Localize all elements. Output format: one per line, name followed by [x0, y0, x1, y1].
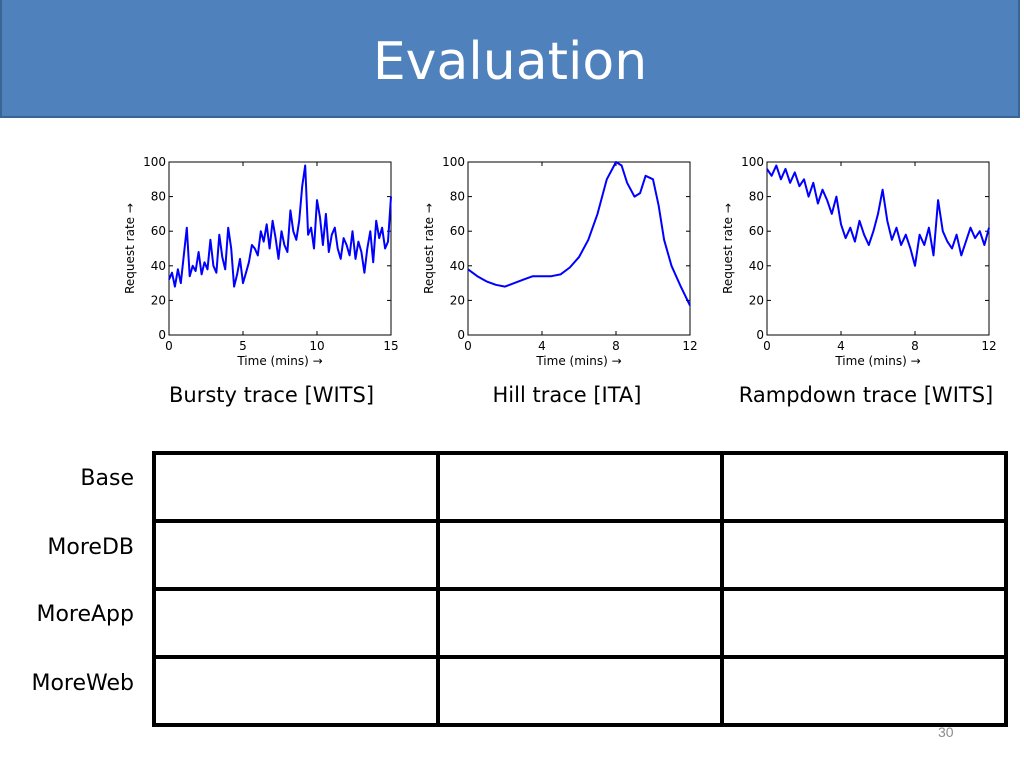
results-grid: [152, 451, 1008, 727]
y-tick-label: 100: [741, 155, 764, 169]
y-tick-label: 60: [450, 224, 465, 238]
chart-svg: 0 20 40 60 80 100 0 4 8 12 Time (mins) → Request ra…: [422, 155, 698, 368]
y-axis-label: Request rate →: [721, 203, 735, 294]
x-tick-label: 12: [682, 339, 697, 353]
hill-trace-chart: 0 20 40 60 80 100 0 4 8 12 Time (mins) → Request ra…: [417, 140, 707, 380]
x-tick-label: 0: [763, 339, 771, 353]
grid-cell: [152, 451, 440, 523]
grid-cell: [436, 519, 724, 591]
grid-cell: [152, 519, 440, 591]
grid-cell: [720, 587, 1008, 659]
slide-title: Evaluation: [372, 32, 648, 92]
y-tick-label: 100: [143, 155, 166, 169]
y-tick-label: 0: [756, 328, 764, 342]
grid-cell: [436, 587, 724, 659]
y-tick-label: 20: [749, 293, 764, 307]
grid-row-moreapp: [152, 587, 1008, 659]
row-label-moreapp: MoreApp: [36, 602, 134, 627]
series-line: [168, 164, 392, 288]
plot-frame: [766, 161, 990, 336]
grid-cell: [436, 451, 724, 523]
series-line: [467, 161, 691, 307]
chart-svg: 0 20 40 60 80 100 0 4 8 12 Time (mins) → Request ra…: [721, 155, 997, 368]
hill-trace-caption: Hill trace [ITA]: [492, 383, 642, 407]
y-tick-label: 60: [749, 224, 764, 238]
x-tick-label: 4: [538, 339, 546, 353]
y-tick-label: 80: [151, 190, 166, 204]
title-bar: Evaluation: [0, 0, 1020, 118]
x-tick-label: 5: [239, 339, 247, 353]
y-tick-label: 20: [450, 293, 465, 307]
grid-cell: [720, 655, 1008, 727]
x-axis-label: Time (mins) →: [834, 354, 920, 368]
x-tick-label: 12: [981, 339, 996, 353]
x-axis-label: Time (mins) →: [236, 354, 322, 368]
grid-row-base: [152, 451, 1008, 523]
y-tick-label: 100: [442, 155, 465, 169]
row-label-moredb: MoreDB: [47, 535, 134, 560]
rampdown-trace-caption: Rampdown trace [WITS]: [738, 383, 994, 407]
grid-cell: [152, 655, 440, 727]
x-tick-label: 10: [309, 339, 324, 353]
y-tick-label: 80: [749, 190, 764, 204]
series-line: [766, 164, 990, 267]
y-axis-label: Request rate →: [123, 203, 137, 294]
y-tick-label: 40: [450, 259, 465, 273]
bursty-trace-caption: Bursty trace [WITS]: [169, 383, 375, 407]
chart-svg: 0 20 40 60 80 100 0 5 10 15 Time (mins) → Request r…: [123, 155, 399, 368]
x-tick-label: 4: [837, 339, 845, 353]
grid-row-moredb: [152, 519, 1008, 591]
grid-cell: [720, 519, 1008, 591]
rampdown-trace-chart: 0 20 40 60 80 100 0 4 8 12 Time (mins) → Request ra…: [716, 140, 1006, 380]
x-tick-label: 0: [464, 339, 472, 353]
bursty-trace-chart: 0 20 40 60 80 100 0 5 10 15 Time (mins) → Request r…: [118, 140, 408, 380]
y-tick-label: 0: [457, 328, 465, 342]
x-tick-label: 0: [165, 339, 173, 353]
y-tick-label: 40: [749, 259, 764, 273]
row-label-moreweb: MoreWeb: [31, 671, 134, 696]
x-tick-label: 15: [383, 339, 398, 353]
y-tick-label: 60: [151, 224, 166, 238]
x-tick-label: 8: [911, 339, 919, 353]
grid-cell: [152, 587, 440, 659]
y-axis-label: Request rate →: [422, 203, 436, 294]
page-number: 30: [938, 724, 954, 740]
y-tick-label: 0: [158, 328, 166, 342]
grid-row-moreweb: [152, 655, 1008, 727]
y-tick-label: 80: [450, 190, 465, 204]
y-tick-label: 20: [151, 293, 166, 307]
y-tick-label: 40: [151, 259, 166, 273]
x-axis-label: Time (mins) →: [535, 354, 621, 368]
row-label-base: Base: [80, 466, 134, 491]
plot-frame: [467, 161, 691, 336]
x-tick-label: 8: [612, 339, 620, 353]
grid-cell: [720, 451, 1008, 523]
grid-cell: [436, 655, 724, 727]
